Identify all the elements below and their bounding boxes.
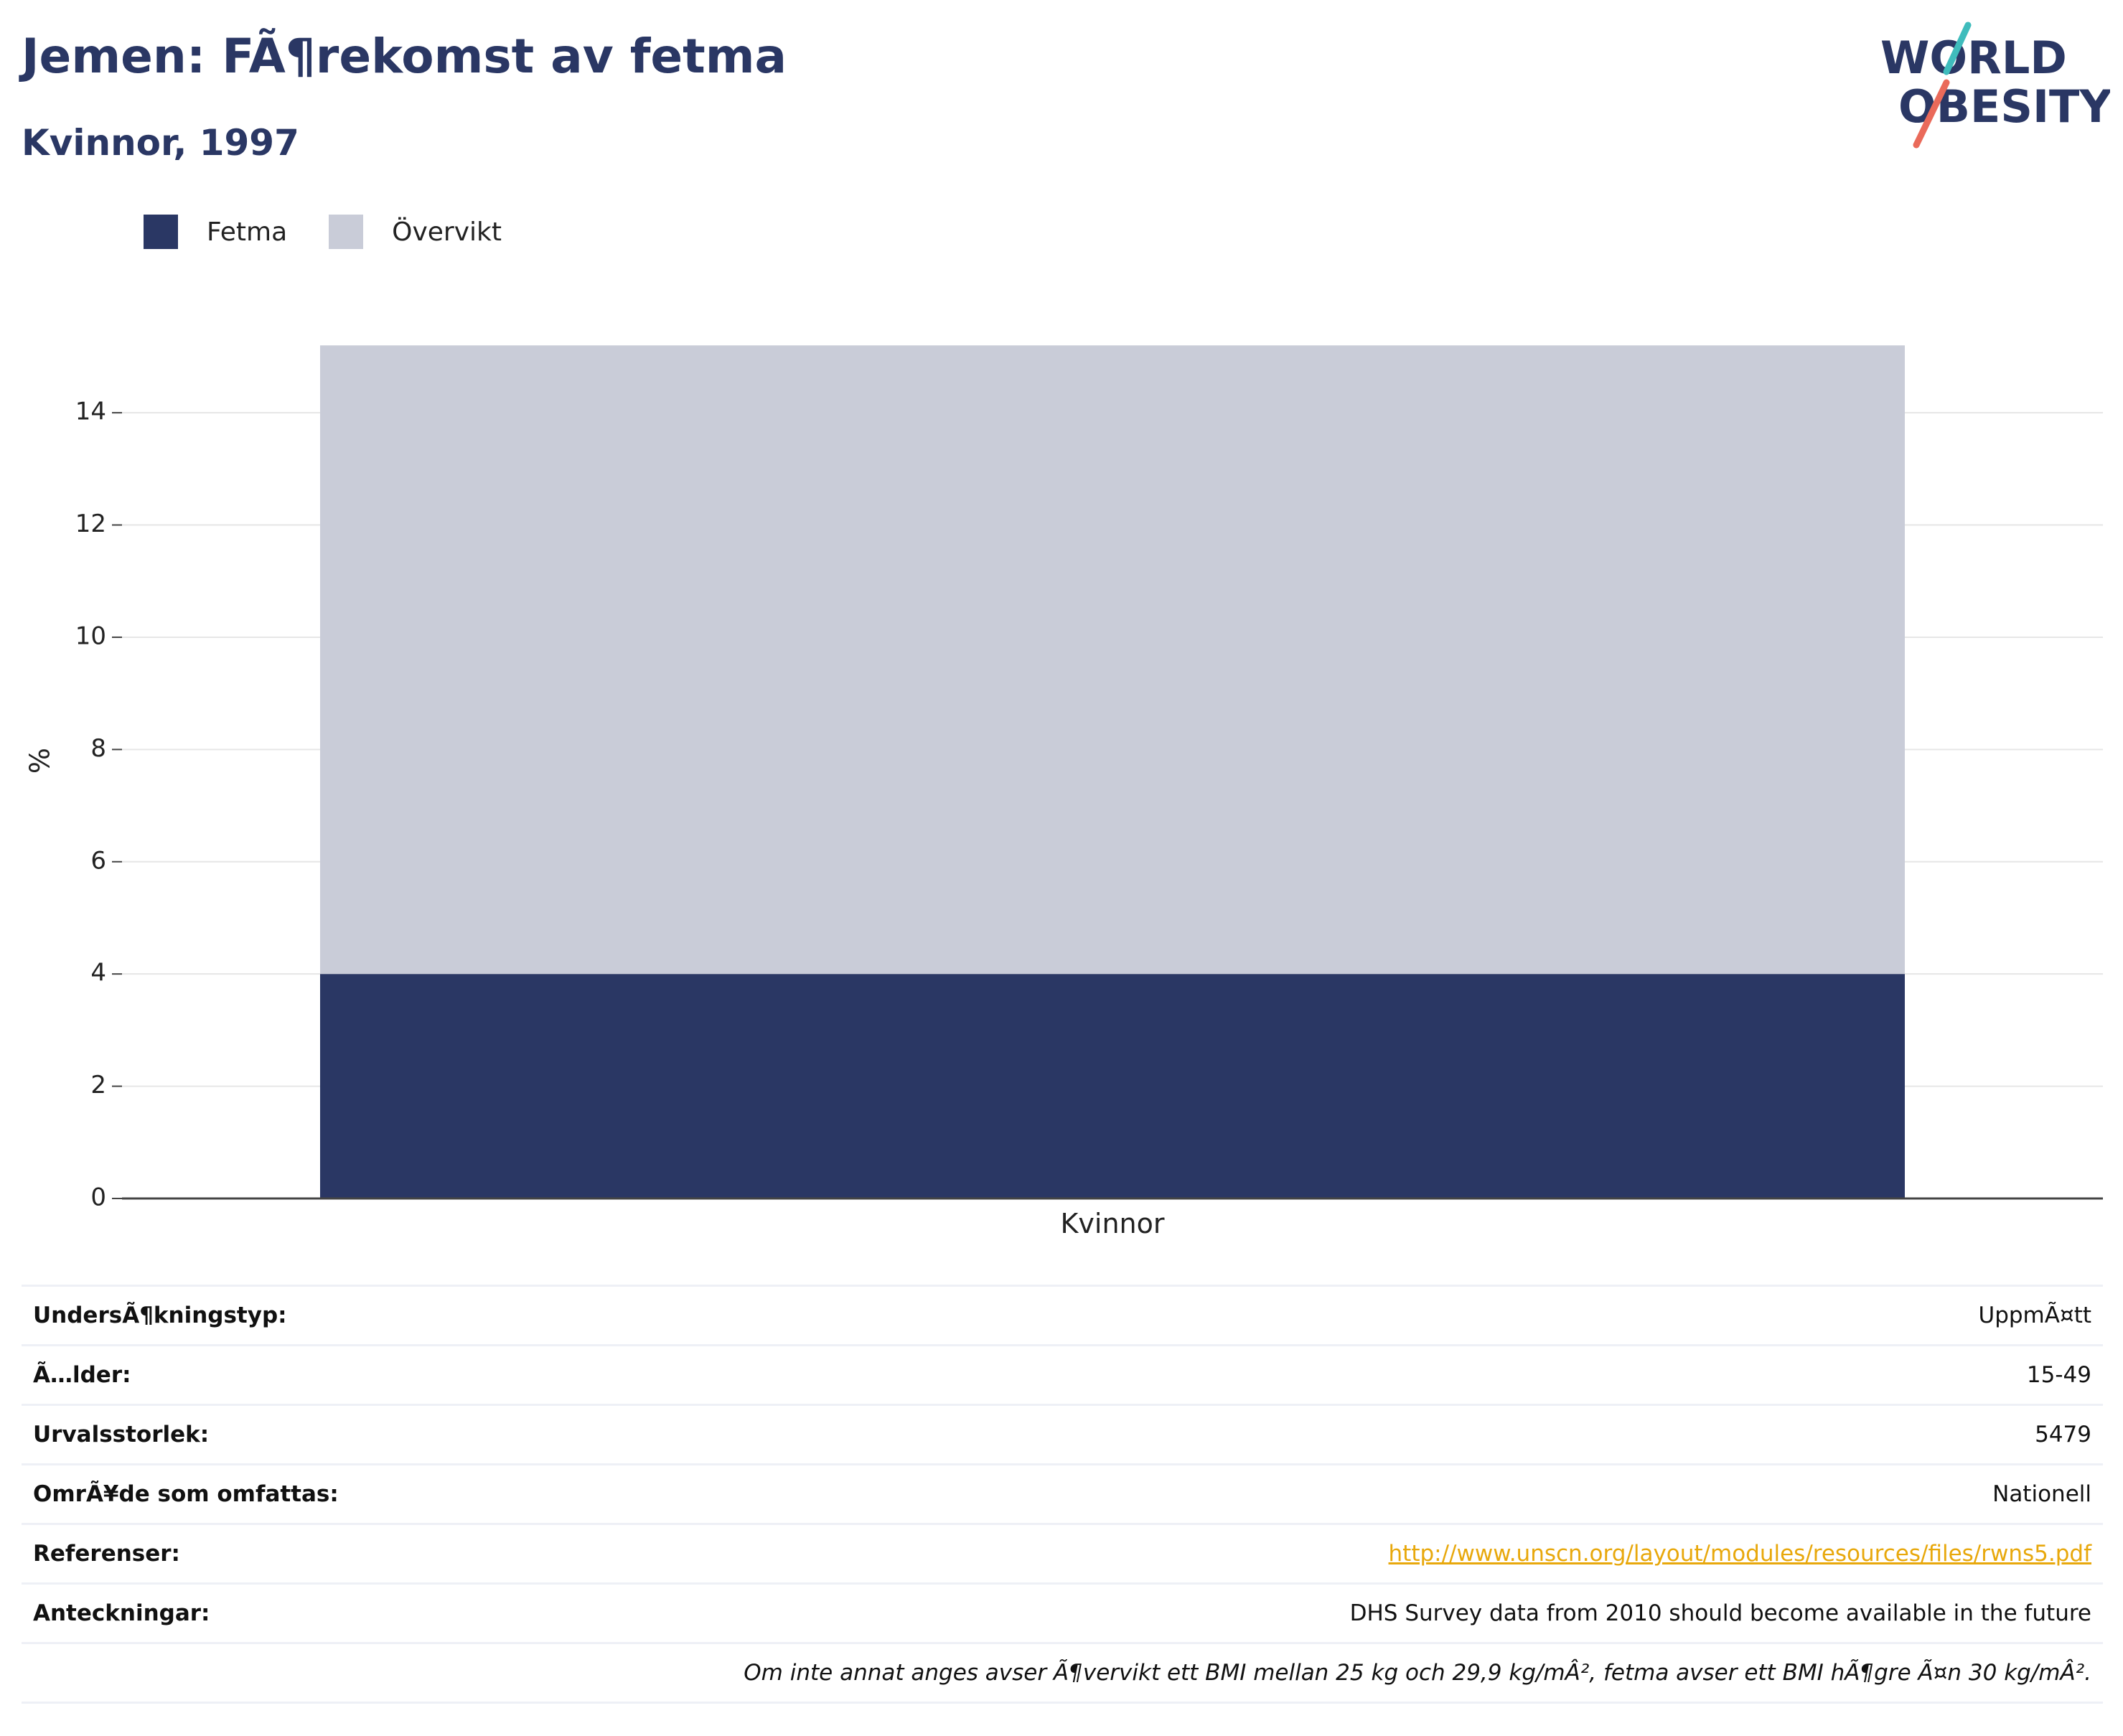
y-tick-label: 14 xyxy=(75,398,106,426)
info-row: UndersÃ¶kningstyp: UppmÃ¤tt xyxy=(22,1285,2103,1346)
info-key: Urvalsstorlek: xyxy=(22,1404,647,1465)
footnote: Om inte annat anges avser Ã¶vervikt ett … xyxy=(22,1642,2103,1704)
bar-chart: 0 2 4 6 8 10 12 14 Kvinnor% xyxy=(24,345,2103,1239)
info-row: Urvalsstorlek: 5479 xyxy=(22,1404,2103,1465)
info-key: UndersÃ¶kningstyp: xyxy=(22,1285,647,1346)
info-key: Anteckningar: xyxy=(22,1582,647,1643)
info-value: UppmÃ¤tt xyxy=(1978,1303,2091,1328)
legend-swatch xyxy=(144,215,178,249)
svg-text:OBESITY: OBESITY xyxy=(1898,80,2110,133)
x-category-label: Kvinnor xyxy=(1060,1208,1164,1239)
reference-link[interactable]: http://www.unscn.org/layout/modules/reso… xyxy=(1388,1541,2091,1567)
svg-text:WORLD: WORLD xyxy=(1880,32,2067,84)
y-axis-label: % xyxy=(24,748,56,774)
y-tick-label: 8 xyxy=(90,734,106,763)
info-value-cell: Nationell xyxy=(647,1463,2103,1524)
legend-swatch xyxy=(329,215,364,249)
y-tick-label: 12 xyxy=(75,510,106,538)
info-key: OmrÃ¥de som omfattas: xyxy=(22,1463,647,1524)
bar-segment-fetma xyxy=(320,974,1905,1198)
footnote-row: Om inte annat anges avser Ã¶vervikt ett … xyxy=(22,1642,2103,1704)
chart-title: Jemen: FÃ¶rekomst av fetma xyxy=(22,29,787,84)
info-value-cell: UppmÃ¤tt xyxy=(647,1285,2103,1346)
chart-subtitle: Kvinnor, 1997 xyxy=(22,122,299,164)
info-row: OmrÃ¥de som omfattas: Nationell xyxy=(22,1463,2103,1524)
info-value-cell: 5479 xyxy=(647,1404,2103,1465)
y-tick-label: 0 xyxy=(90,1183,106,1212)
survey-info-table: UndersÃ¶kningstyp: UppmÃ¤tt Ã…lder: 15-49 Ur… xyxy=(22,1285,2103,1704)
info-row: Ã…lder: 15-49 xyxy=(22,1344,2103,1405)
chart-legend: Fetma Övervikt xyxy=(144,212,543,252)
info-value: Nationell xyxy=(1992,1481,2091,1507)
info-row: Referenser: http://www.unscn.org/layout/m… xyxy=(22,1523,2103,1584)
y-tick-label: 2 xyxy=(90,1071,106,1099)
world-obesity-logo: WORLD OBESITY xyxy=(1880,22,2110,149)
info-value: 5479 xyxy=(2035,1422,2091,1448)
info-key: Referenser: xyxy=(22,1523,647,1584)
info-value: 15-49 xyxy=(2026,1362,2091,1388)
info-value-cell: DHS Survey data from 2010 should become … xyxy=(647,1582,2103,1643)
bar-segment-overvikt xyxy=(320,345,1905,975)
legend-item[interactable]: Fetma xyxy=(144,215,287,249)
legend-item[interactable]: Övervikt xyxy=(329,215,502,249)
info-value-cell: http://www.unscn.org/layout/modules/reso… xyxy=(647,1523,2103,1584)
y-tick-label: 4 xyxy=(90,959,106,987)
info-value-cell: 15-49 xyxy=(647,1344,2103,1405)
legend-label: Fetma xyxy=(207,217,288,247)
y-tick-label: 10 xyxy=(75,621,106,650)
info-value: DHS Survey data from 2010 should become … xyxy=(1349,1600,2091,1626)
y-tick-label: 6 xyxy=(90,846,106,875)
legend-label: Övervikt xyxy=(392,217,502,247)
info-row: Anteckningar: DHS Survey data from 2010 s… xyxy=(22,1582,2103,1643)
info-key: Ã…lder: xyxy=(22,1344,647,1405)
